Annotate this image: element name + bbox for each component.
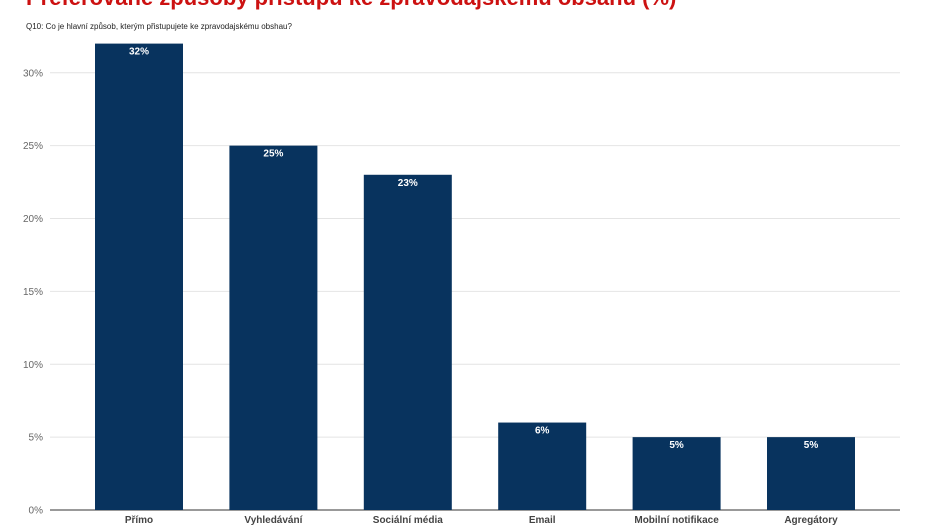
y-tick-label: 30%	[23, 68, 43, 79]
x-category-label: Email	[529, 515, 556, 526]
bar-value-labels: 32% 25% 23% 6% 5% 5%	[129, 47, 818, 452]
bar	[632, 437, 721, 510]
bar	[767, 437, 855, 510]
x-category-label: Sociální média	[373, 515, 443, 526]
chart-title: Preferované způsoby přístupu ke zpravoda…	[26, 0, 676, 11]
bar	[363, 174, 452, 510]
x-category-label: Vyhledávání	[244, 515, 303, 526]
y-axis-ticks: 0% 5% 10% 15% 20% 25% 30%	[23, 68, 43, 516]
bar-value-label: 5%	[669, 440, 684, 451]
bar-value-label: 32%	[129, 47, 149, 58]
y-tick-label: 0%	[29, 506, 44, 517]
y-tick-label: 10%	[23, 360, 43, 371]
bar-value-label: 23%	[398, 178, 418, 189]
bar	[498, 422, 587, 510]
y-tick-label: 15%	[23, 287, 43, 298]
x-category-label: Agregátory	[784, 515, 838, 526]
x-category-label: Mobilní notifikace	[634, 515, 719, 526]
y-tick-label: 20%	[23, 214, 43, 225]
bar-value-label: 6%	[535, 426, 550, 437]
bar-value-label: 5%	[804, 440, 819, 451]
bar	[95, 43, 183, 510]
bar-value-label: 25%	[263, 149, 283, 160]
x-category-label: Přímo	[125, 515, 153, 526]
y-tick-label: 5%	[29, 433, 44, 444]
x-axis-labels: Přímo Vyhledávání Sociální média Email Mobil…	[125, 515, 838, 526]
bars	[95, 43, 855, 510]
gridlines	[50, 72, 900, 511]
bar	[229, 145, 318, 510]
y-tick-label: 25%	[23, 141, 43, 152]
chart-subtitle: Q10: Co je hlavní způsob, kterým přistup…	[26, 22, 292, 31]
